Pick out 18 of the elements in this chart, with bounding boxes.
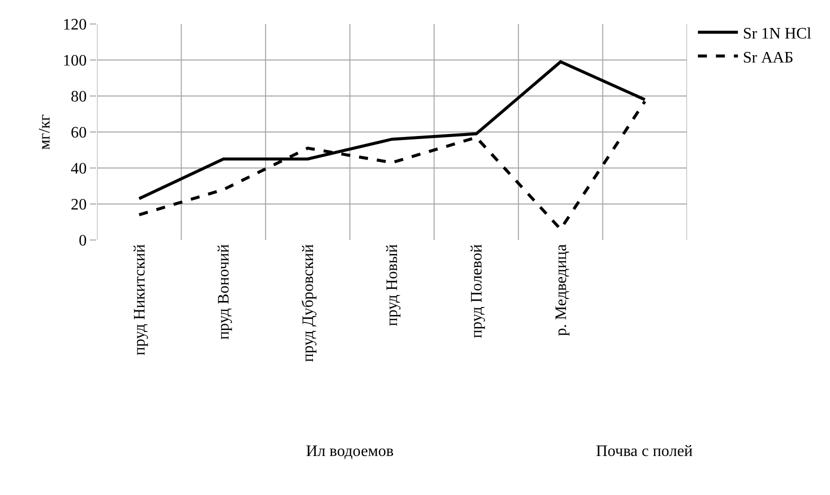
text: Ил водоемов bbox=[306, 443, 394, 460]
y-tick-label: 80 bbox=[70, 88, 87, 106]
y-tick-label: 40 bbox=[70, 160, 87, 178]
legend-label: Sr ААБ bbox=[742, 49, 794, 66]
y-tick-label: 0 bbox=[78, 232, 87, 250]
y-axis-title: мг/кг bbox=[36, 114, 54, 150]
x-tick-label: пруд Полевой bbox=[468, 244, 486, 338]
y-tick-label: 100 bbox=[62, 52, 87, 70]
x-tick-label: пруд Новый bbox=[384, 244, 402, 326]
x-tick-label: пруд Воночий bbox=[216, 244, 233, 340]
legend-label: Sr 1N HCl bbox=[742, 26, 812, 42]
y-tick-label: 60 bbox=[70, 124, 87, 142]
x-tick-label: р. Медведица bbox=[552, 244, 570, 336]
x-tick-label: пруд Дубровский bbox=[300, 244, 317, 362]
y-tick-label: 120 bbox=[62, 16, 87, 34]
x-tick-label: пруд Никитский bbox=[131, 244, 148, 356]
text: Почва с полей bbox=[596, 443, 694, 460]
y-tick-label: 20 bbox=[70, 196, 87, 214]
